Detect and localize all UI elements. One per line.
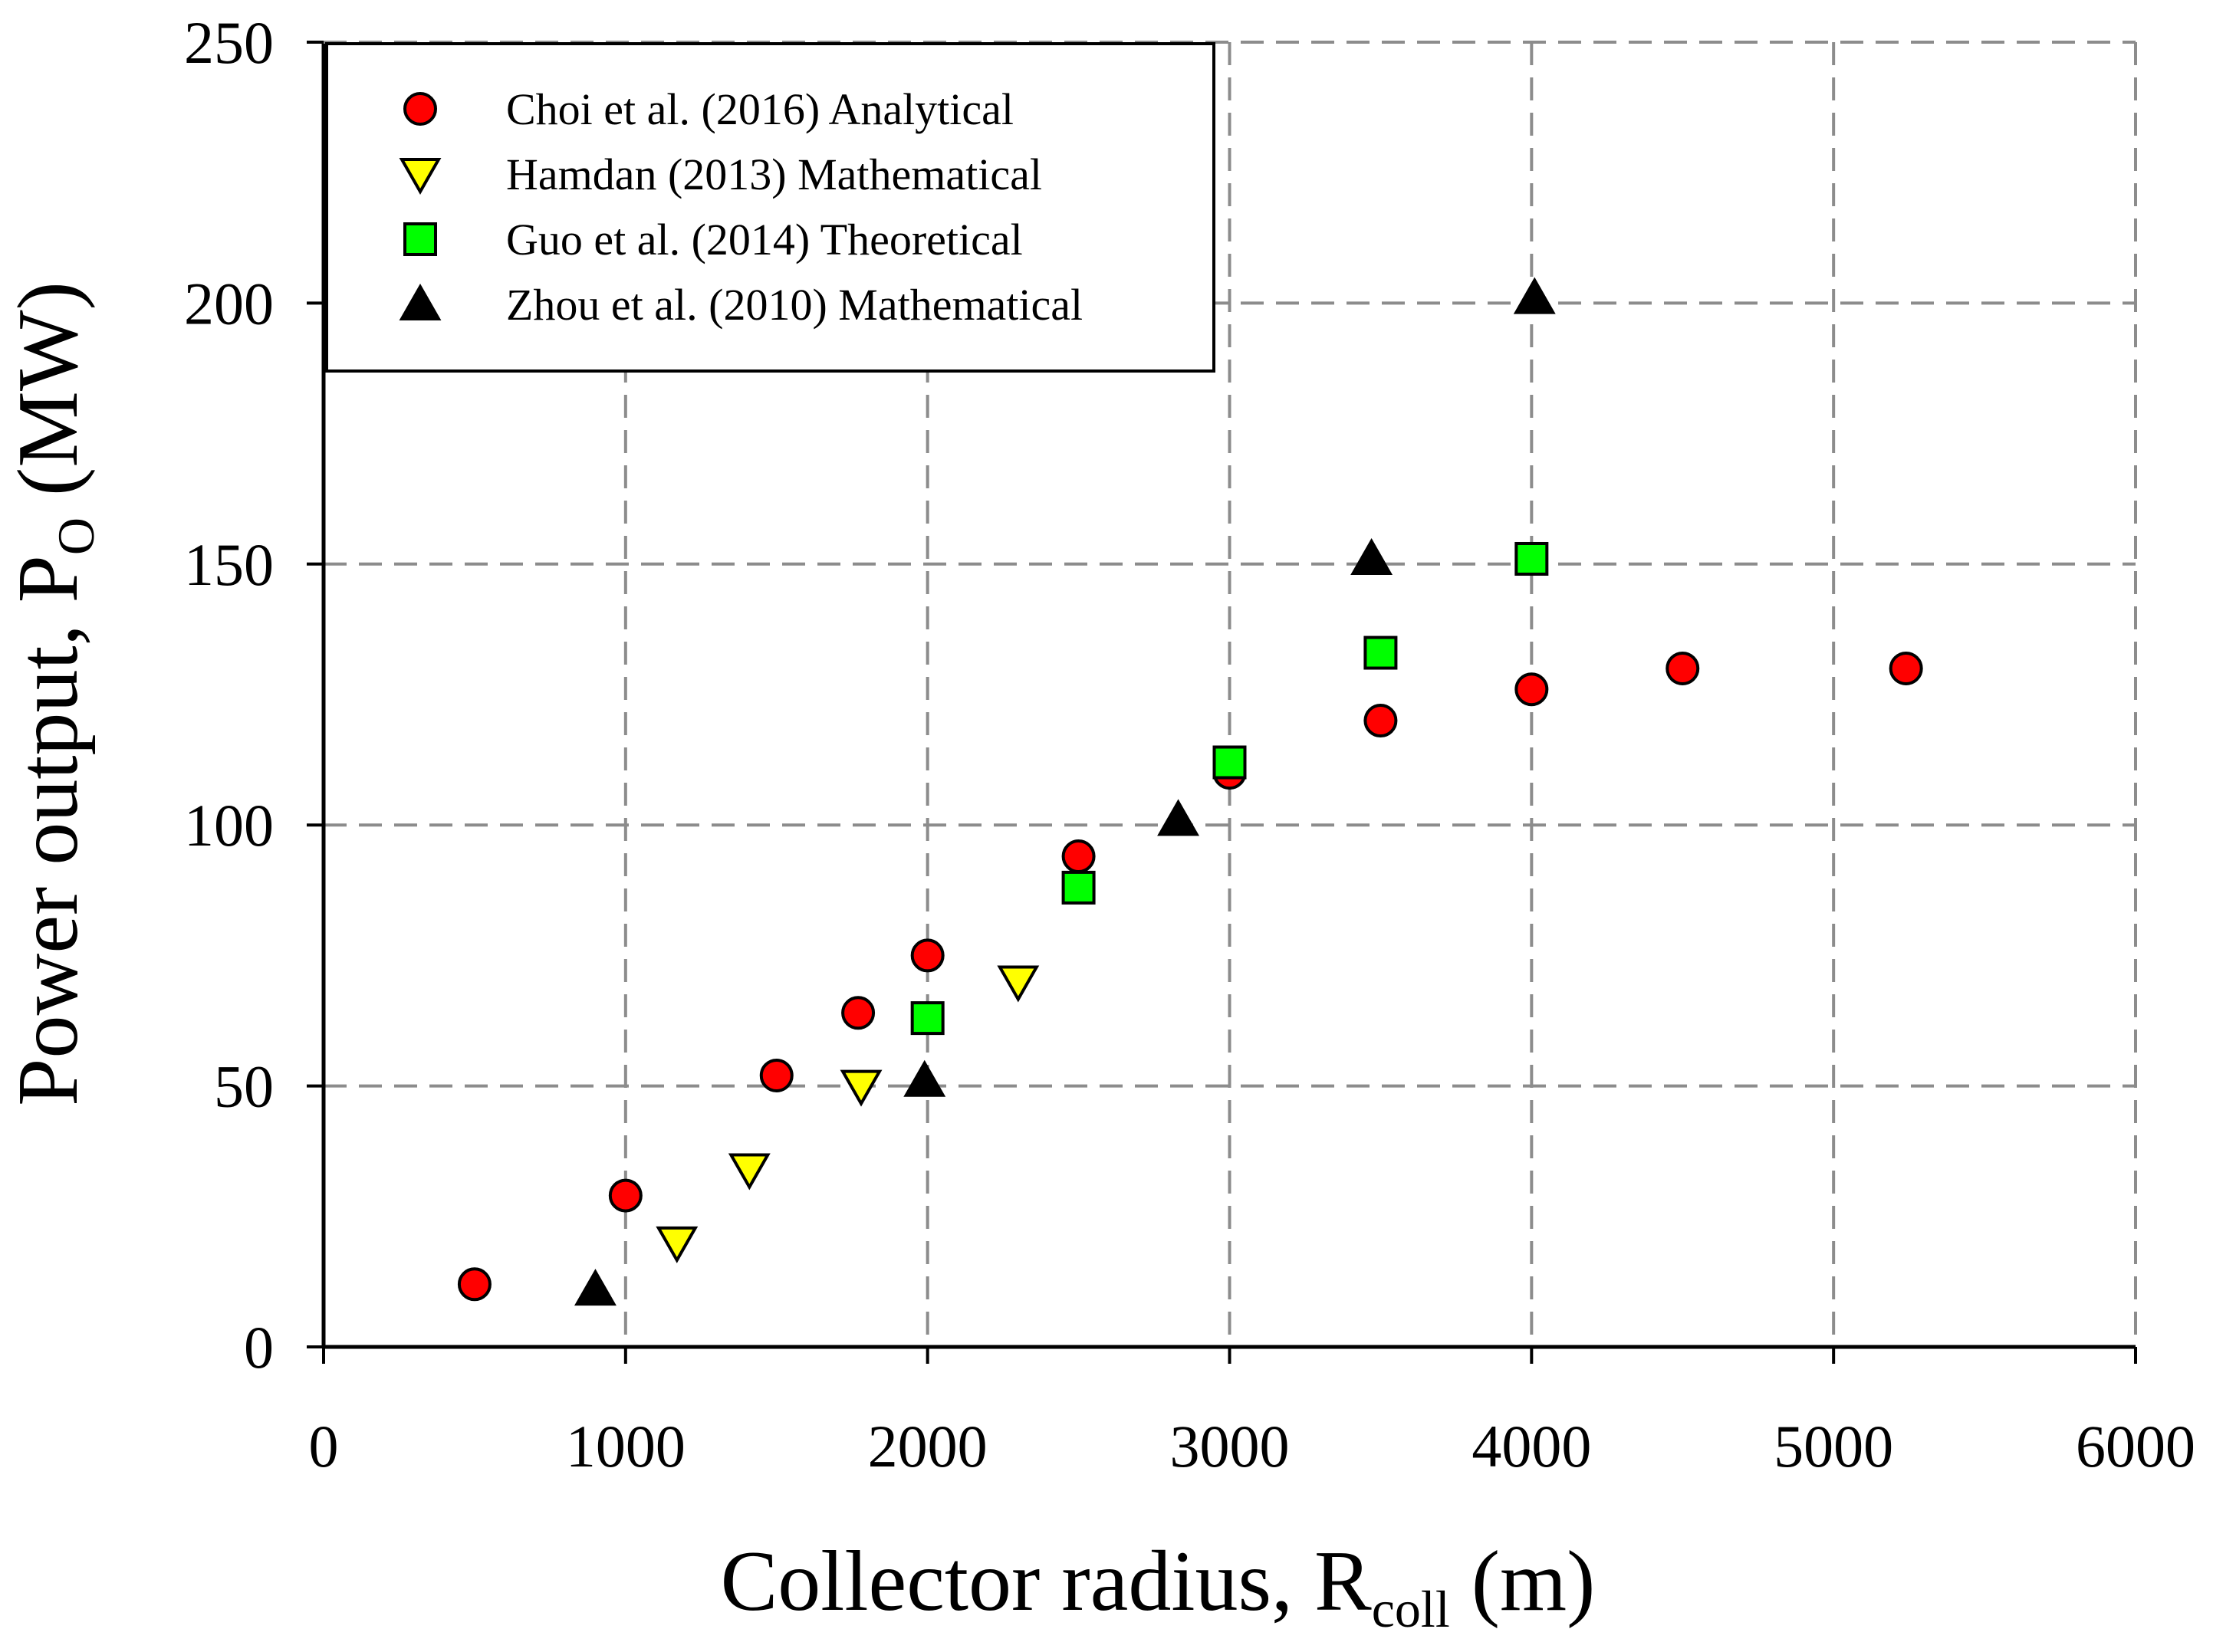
legend-item: Choi et al. (2016) Analytical xyxy=(403,84,1014,134)
data-point-circle xyxy=(608,1178,643,1213)
axis-ticks: 0 1000 2000 3000 4000 5000 6000 0 50 100 150 200 250 xyxy=(184,9,2195,1480)
data-point-circle xyxy=(457,1267,492,1302)
y-tick-label: 100 xyxy=(184,792,274,859)
legend-item: Hamdan (2013) Mathematical xyxy=(399,149,1042,199)
data-point-triangle-up xyxy=(903,1059,946,1097)
legend-label: Zhou et al. (2010) Mathematical xyxy=(506,280,1083,330)
x-axis-title: Collector radius, Rcoll (m) xyxy=(721,1534,1596,1638)
data-point-circle xyxy=(1666,651,1700,685)
legend-marker-triangle-up xyxy=(399,283,442,320)
data-point-triangle-down xyxy=(997,965,1040,1003)
data-point-square xyxy=(1061,870,1096,905)
legend-label: Hamdan (2013) Mathematical xyxy=(506,149,1042,199)
legend: Choi et al. (2016) Analytical Hamdan (201… xyxy=(325,42,1215,373)
legend-item: Guo et al. (2014) Theoretical xyxy=(403,215,1023,264)
y-tick-label: 0 xyxy=(244,1314,274,1381)
x-tick-label: 0 xyxy=(309,1413,339,1480)
data-point-triangle-up xyxy=(574,1269,617,1306)
data-point-square xyxy=(1514,541,1549,576)
legend-item: Zhou et al. (2010) Mathematical xyxy=(399,280,1083,330)
y-axis-title: Power output, PO (MW) xyxy=(1,281,105,1106)
legend-label: Choi et al. (2016) Analytical xyxy=(506,84,1014,134)
legend-label: Guo et al. (2014) Theoretical xyxy=(506,215,1023,264)
data-points xyxy=(457,277,1923,1306)
data-point-square xyxy=(1363,636,1398,670)
y-tick-label: 250 xyxy=(184,9,274,76)
x-tick-label: 3000 xyxy=(1170,1413,1290,1480)
data-point-triangle-up xyxy=(1157,799,1199,836)
y-tick-label: 50 xyxy=(214,1053,274,1120)
data-point-triangle-down xyxy=(728,1153,771,1191)
legend-box xyxy=(325,42,1215,373)
x-tick-label: 6000 xyxy=(2076,1413,2195,1480)
data-point-triangle-down xyxy=(656,1226,699,1263)
data-point-square xyxy=(910,1001,945,1036)
x-tick-label: 2000 xyxy=(868,1413,988,1480)
data-point-circle xyxy=(910,938,945,973)
data-point-circle xyxy=(1363,704,1398,738)
y-tick-label: 200 xyxy=(184,270,274,337)
x-tick-label: 4000 xyxy=(1471,1413,1591,1480)
legend-marker-circle xyxy=(403,92,437,126)
data-point-square xyxy=(1212,745,1247,780)
data-point-circle xyxy=(1061,839,1096,874)
data-point-triangle-up xyxy=(1350,537,1393,575)
x-tick-label: 1000 xyxy=(566,1413,686,1480)
legend-marker-square xyxy=(403,222,437,256)
legend-marker-triangle-down xyxy=(399,158,442,195)
data-point-triangle-down xyxy=(840,1069,883,1107)
data-point-circle xyxy=(1514,672,1549,707)
data-point-circle xyxy=(759,1058,794,1092)
x-tick-label: 5000 xyxy=(1774,1413,1893,1480)
data-point-triangle-up xyxy=(1513,277,1556,314)
data-point-circle xyxy=(841,996,876,1030)
y-tick-label: 150 xyxy=(184,531,274,598)
data-point-circle xyxy=(1889,651,1923,685)
